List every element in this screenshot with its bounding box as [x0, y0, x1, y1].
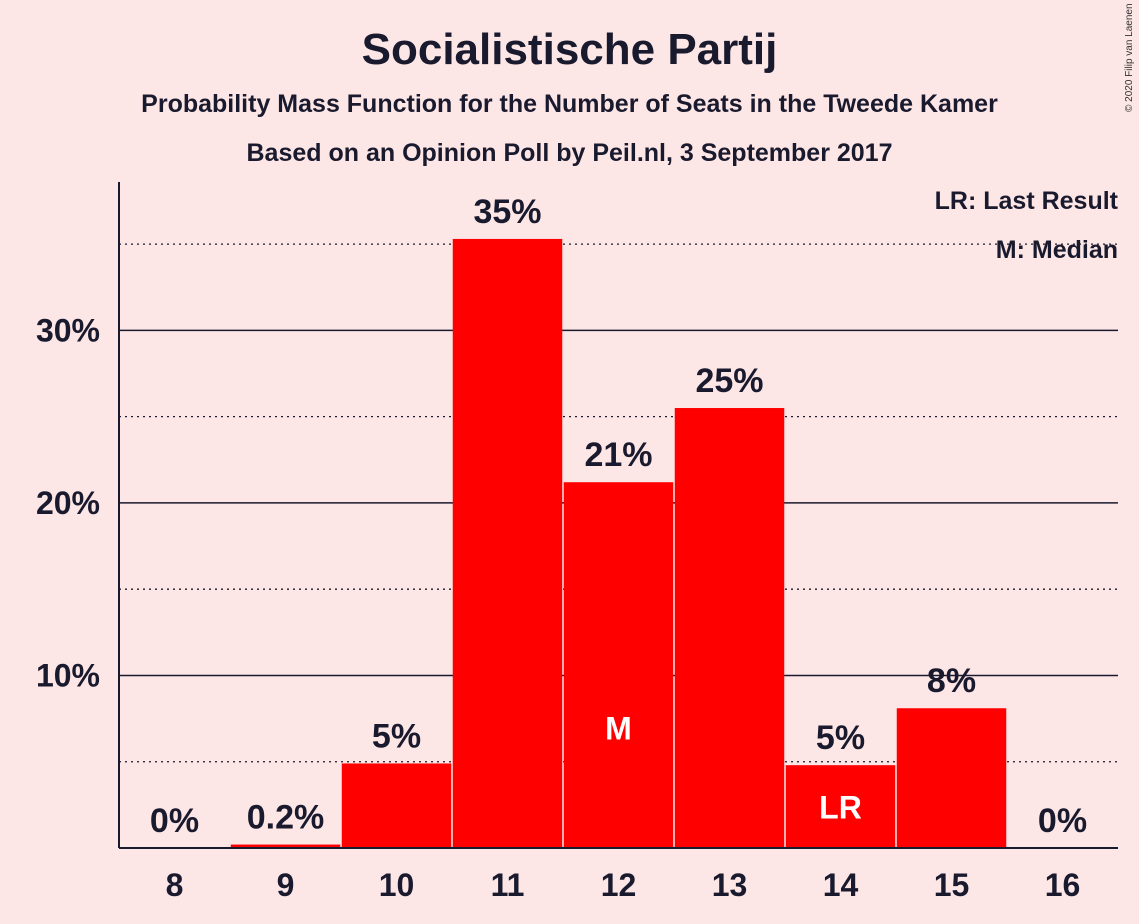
x-tick-label: 11	[491, 867, 525, 903]
data-label: 0.2%	[247, 799, 325, 837]
chart-source: Based on an Opinion Poll by Peil.nl, 3 S…	[246, 139, 893, 167]
y-tick-label: 10%	[36, 657, 100, 693]
x-tick-label: 16	[1045, 867, 1081, 903]
bar	[230, 844, 341, 848]
x-tick-label: 13	[712, 867, 748, 903]
data-label: 5%	[816, 719, 865, 757]
bar-marker-label: LR	[819, 790, 862, 826]
data-label: 0%	[150, 802, 199, 840]
bar	[785, 765, 896, 848]
bar	[563, 482, 674, 848]
x-tick-label: 9	[277, 867, 295, 903]
labels: 10% 20% 30% 0% 8 0.2% 9 5% 10 35% 11 21% M 12 25% 13 5% L…	[36, 193, 1087, 903]
chart-subtitle: Probability Mass Function for the Number…	[141, 90, 998, 118]
bars	[230, 238, 1007, 849]
data-label: 0%	[1038, 802, 1087, 840]
legend-last-result: LR: Last Result	[935, 187, 1119, 215]
bar	[674, 408, 785, 848]
bar-marker-label: M	[605, 710, 632, 746]
data-label: 8%	[927, 662, 976, 700]
y-tick-label: 30%	[36, 312, 100, 348]
data-label: 25%	[695, 362, 763, 400]
bar	[896, 708, 1007, 848]
x-tick-label: 14	[823, 867, 859, 903]
y-tick-label: 20%	[36, 485, 100, 521]
bar	[452, 238, 563, 849]
x-tick-label: 10	[379, 867, 415, 903]
axes	[118, 182, 1118, 849]
data-label: 5%	[372, 717, 421, 755]
data-label: 21%	[584, 436, 652, 474]
data-label: 35%	[473, 193, 541, 231]
legend-median: M: Median	[996, 236, 1118, 264]
x-tick-label: 8	[166, 867, 184, 903]
bar	[341, 763, 452, 848]
x-tick-label: 15	[934, 867, 970, 903]
x-tick-label: 12	[601, 867, 637, 903]
chart-title: Socialistische Partij	[361, 25, 778, 74]
